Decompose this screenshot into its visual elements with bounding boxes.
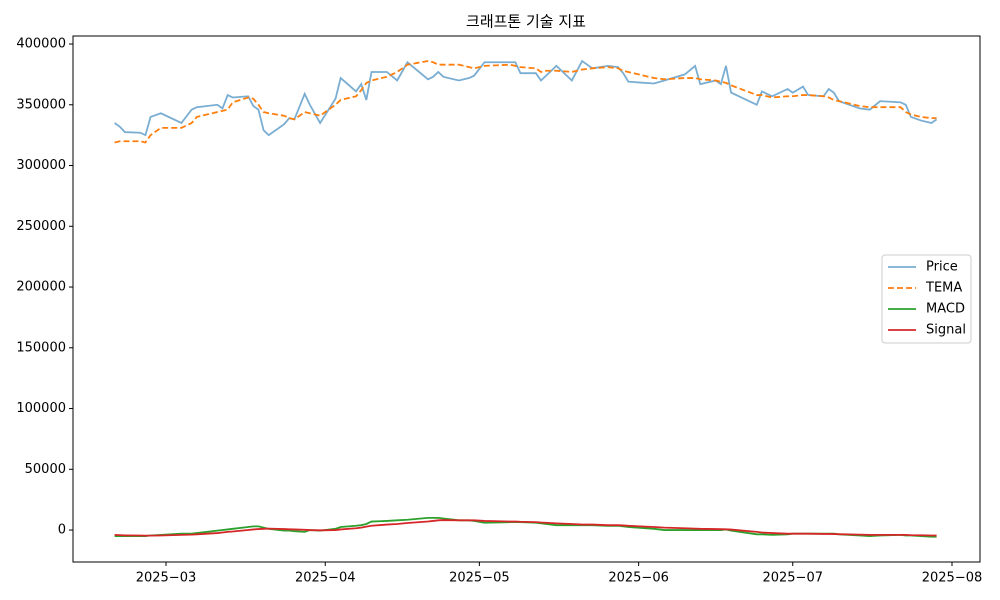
x-tick-label: 2025−08	[922, 571, 983, 586]
plot-frame	[72, 35, 981, 563]
legend-label: Signal	[926, 323, 966, 338]
y-tick-label: 300000	[16, 158, 66, 173]
series-line	[114, 60, 937, 144]
legend-box	[881, 254, 972, 344]
chart-title: 크래프톤 기술 지표	[466, 13, 586, 31]
y-tick-label: 0	[58, 523, 66, 538]
legend-label: Price	[926, 260, 958, 275]
x-tick-label: 2025−04	[295, 571, 356, 586]
x-tick-label: 2025−06	[608, 571, 669, 586]
y-tick-label: 250000	[16, 219, 66, 234]
y-tick-label: 350000	[16, 97, 66, 112]
legend-label: MACD	[926, 302, 965, 317]
x-tick-label: 2025−07	[762, 571, 823, 586]
x-tick-label: 2025−05	[449, 571, 510, 586]
y-tick-label: 100000	[16, 401, 66, 416]
y-tick-label: 400000	[16, 37, 66, 52]
legend-label: TEMA	[925, 281, 962, 296]
y-tick-label: 150000	[16, 340, 66, 355]
y-tick-label: 200000	[16, 280, 66, 295]
series-line	[114, 519, 937, 537]
legend: Price TEMA MACD Signal	[881, 254, 972, 344]
y-tick-label: 50000	[25, 462, 66, 477]
x-tick-label: 2025−03	[136, 571, 197, 586]
series-line	[114, 59, 938, 137]
